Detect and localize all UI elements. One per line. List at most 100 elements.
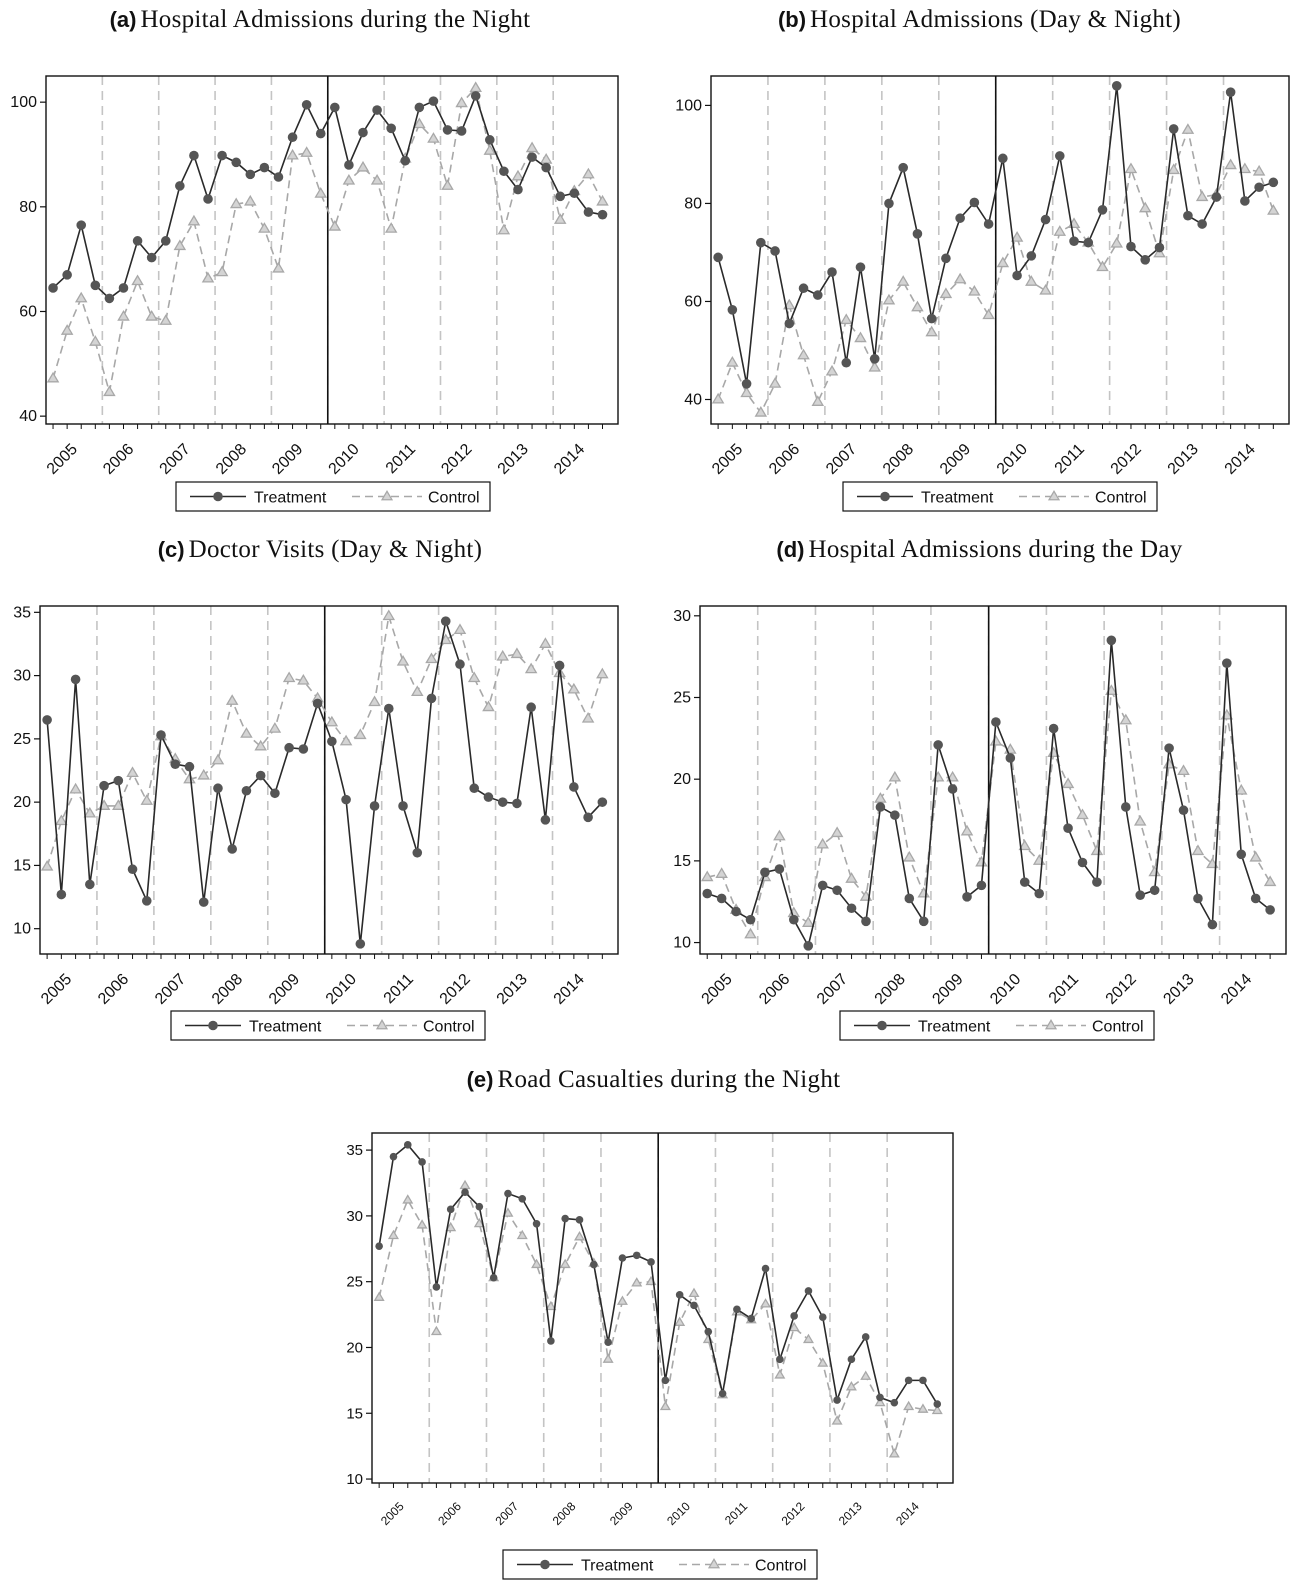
treatment-point: [504, 1189, 512, 1198]
treatment-point: [1268, 177, 1279, 188]
control-point: [60, 324, 74, 335]
control-point: [1263, 875, 1277, 887]
treatment-point: [541, 162, 551, 173]
treatment-point: [812, 290, 823, 300]
treatment-point: [428, 96, 439, 106]
panel-c-chart: 10 15 20 25 30 35 2005 2006 2007 2008 2009 2010 2011…: [13, 604, 619, 1041]
y-tick-label: 100: [675, 97, 702, 114]
x-tick-label: 2010: [994, 441, 1031, 478]
panel-e-title: (e) Road Casualties during the Night: [0, 1066, 1307, 1094]
treatment-point: [1149, 885, 1160, 896]
control-point: [1167, 163, 1180, 175]
panel-a-chart: 40 60 80 100 2005 2006 2007 2008 2009 2010 2011 201…: [10, 75, 619, 512]
treatment-point: [245, 169, 256, 180]
legend-control-marker: [380, 490, 394, 501]
treatment-point: [716, 893, 727, 904]
x-tick-label: 2008: [209, 971, 246, 1008]
control-point: [925, 325, 938, 337]
control-point: [240, 727, 253, 738]
x-tick-label: 2012: [438, 441, 475, 478]
y-tick-label: 15: [673, 853, 691, 870]
treatment-point: [440, 616, 451, 626]
control-point: [996, 256, 1010, 268]
control-point: [911, 300, 924, 312]
legend-treatment-marker: [880, 491, 890, 502]
plot-frame: [45, 75, 619, 425]
control-point: [631, 1277, 643, 1287]
x-tick-label: 2006: [756, 971, 793, 1008]
control-point: [425, 652, 438, 664]
treatment-point: [301, 99, 312, 110]
treatment-point: [426, 693, 437, 704]
treatment-point: [1054, 151, 1065, 161]
treatment-point: [62, 270, 72, 280]
control-point: [1133, 814, 1147, 826]
control-point: [740, 386, 753, 398]
control-point: [700, 870, 714, 882]
treatment-point: [784, 318, 795, 329]
control-point: [89, 335, 102, 346]
panel-b-label: (b): [777, 7, 807, 32]
treatment-point: [499, 166, 509, 177]
control-point: [788, 1321, 800, 1332]
control-point: [482, 700, 495, 712]
control-point: [939, 287, 953, 299]
treatment-point: [1178, 805, 1189, 816]
control-point: [497, 223, 511, 235]
control-point: [402, 1194, 414, 1204]
plot-frame: [371, 1132, 954, 1484]
control-point: [903, 1400, 915, 1411]
treatment-point: [189, 150, 199, 161]
treatment-point: [618, 1254, 627, 1262]
treatment-point: [861, 1333, 870, 1341]
control-point: [1053, 225, 1067, 236]
treatment-point: [184, 761, 195, 772]
treatment-point: [141, 896, 152, 906]
treatment-point: [99, 780, 109, 791]
control-point: [1238, 162, 1252, 174]
control-point: [258, 222, 271, 233]
x-tick-label: 2007: [823, 441, 860, 478]
x-tick-label: 2014: [1222, 441, 1259, 478]
x-tick-label: 2013: [495, 441, 532, 478]
treatment-point: [1040, 214, 1051, 225]
x-tick-label: 2012: [779, 1499, 808, 1528]
legend-treatment-label: Treatment: [918, 1019, 991, 1036]
control-point: [581, 711, 595, 723]
control-point: [917, 1403, 929, 1413]
treatment-point: [547, 1337, 555, 1345]
control-point: [760, 1298, 772, 1308]
treatment-point: [270, 788, 280, 799]
treatment-point: [904, 1376, 913, 1385]
x-tick-label: 2013: [494, 971, 531, 1008]
control-point: [888, 770, 902, 782]
treatment-point: [532, 1219, 541, 1228]
control-series-line: [378, 1183, 938, 1457]
treatment-point: [702, 888, 713, 899]
control-point: [1138, 201, 1152, 213]
control-point: [801, 916, 815, 927]
treatment-point: [741, 379, 752, 389]
treatment-point: [803, 941, 814, 951]
control-point: [888, 1448, 900, 1458]
x-tick-label: 2012: [1103, 971, 1140, 1008]
treatment-point: [327, 736, 337, 747]
panel-b-title-text: Hospital Admissions (Day & Night): [810, 6, 1182, 33]
control-point: [802, 1333, 814, 1344]
treatment-point: [540, 815, 551, 825]
panel-b: (b) Hospital Admissions (Day & Night) 40…: [652, 0, 1307, 522]
panel-c-label: (c): [157, 537, 185, 562]
control-point: [982, 308, 995, 320]
treatment-point: [1168, 124, 1179, 134]
treatment-point: [555, 191, 566, 202]
treatment-point: [175, 181, 185, 191]
control-point: [356, 160, 370, 172]
x-tick-label: 2011: [722, 1499, 750, 1527]
panel-a-title: (a) Hospital Admissions during the Night: [0, 6, 640, 34]
control-point: [573, 1231, 586, 1241]
panel-c: (c) Doctor Visits (Day & Night) 10 15 20 25…: [0, 532, 640, 1047]
y-tick-label: 60: [684, 293, 702, 310]
treatment-point: [918, 916, 929, 927]
treatment-point: [170, 759, 181, 769]
control-point: [201, 271, 215, 283]
